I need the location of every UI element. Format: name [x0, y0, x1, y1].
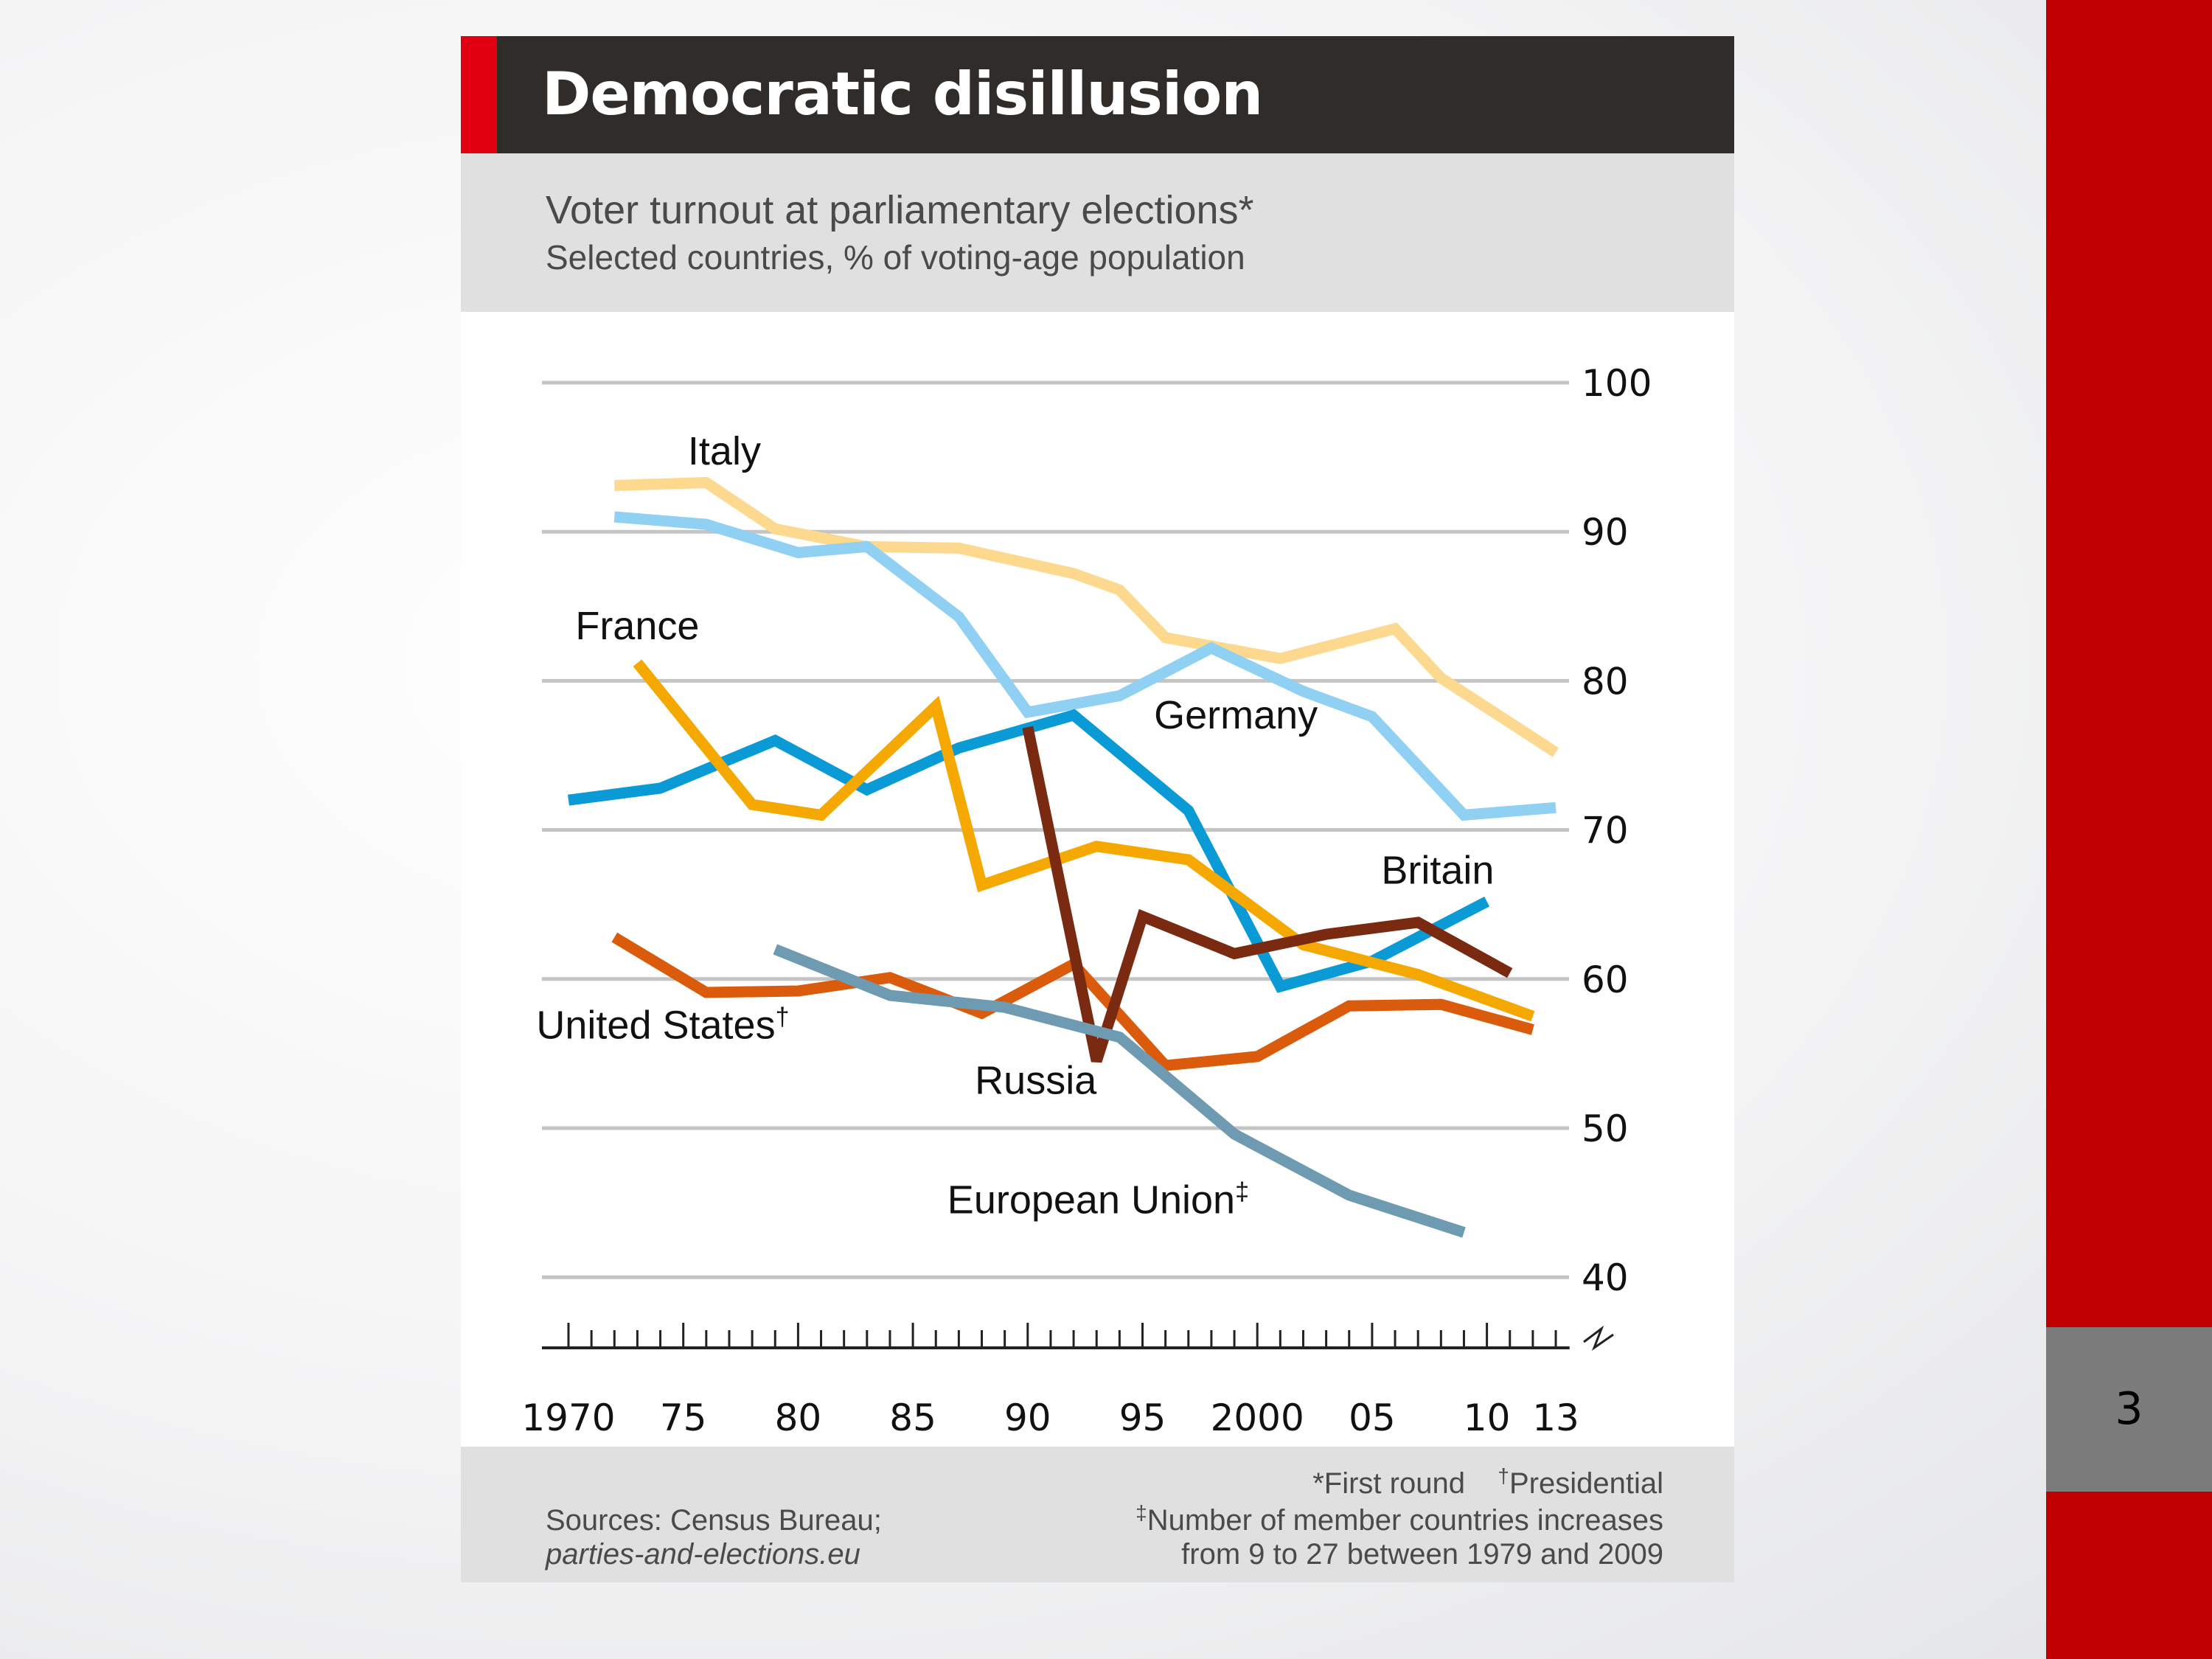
x-tick-label: 95: [1119, 1397, 1166, 1439]
series-line-italy: [614, 476, 1559, 757]
axis-break-icon: [1583, 1325, 1614, 1352]
series-label-france: France: [575, 604, 699, 648]
x-tick-label: 2000: [1211, 1397, 1304, 1439]
x-tick-label: 75: [660, 1397, 707, 1439]
x-tick-label: 05: [1349, 1397, 1396, 1439]
x-tick-label: 80: [775, 1397, 822, 1439]
x-tick-label: 10: [1464, 1397, 1511, 1439]
chart-card: Democratic disillusion Voter turnout at …: [461, 36, 1734, 1582]
series-line-european-union: [773, 944, 1466, 1238]
slide-number-box: 3: [2046, 1327, 2212, 1492]
footer-panel: Sources: Census Bureau; parties-and-elec…: [461, 1447, 1734, 1582]
footnote-eu: ‡Number of member countries increases: [1135, 1501, 1663, 1537]
series-line-france: [633, 659, 1535, 1022]
title-accent-stripe: [461, 36, 497, 153]
footnote-mark: †: [1498, 1464, 1509, 1487]
x-axis: 1970 75 80 85 90 95 2000 05 10 13: [521, 1323, 1614, 1439]
y-tick-label: 80: [1582, 660, 1629, 703]
footnote-eu-continued: from 9 to 27 between 1979 and 2009: [1181, 1538, 1663, 1571]
footnote-first-round: *First round †Presidential: [1312, 1464, 1663, 1500]
series-label-european-union: European Union‡: [947, 1178, 1249, 1222]
x-tick-label: 1970: [521, 1397, 615, 1439]
sources-link-text: parties-and-elections.eu: [546, 1538, 860, 1571]
series-label-germany: Germany: [1154, 693, 1318, 737]
subtitle-panel: Voter turnout at parliamentary elections…: [461, 153, 1734, 312]
line-chart: 100 90 80 70 60 50 40 1970 75 80 85 90 95 2000 05 10 13…: [521, 362, 1652, 1439]
series-line-germany: [613, 511, 1557, 821]
chart-units: Selected countries, % of voting-age popu…: [546, 238, 1245, 276]
chart-title: Democratic disillusion: [542, 60, 1263, 128]
sources-text: Sources: Census Bureau;: [546, 1504, 882, 1537]
slide-number: 3: [2115, 1383, 2143, 1435]
y-tick-label: 50: [1582, 1107, 1629, 1150]
footnote-text: First round: [1324, 1467, 1465, 1500]
footnote-text: Number of member countries increases: [1147, 1504, 1663, 1537]
x-tick-label: 85: [889, 1397, 936, 1439]
y-tick-label: 100: [1582, 362, 1652, 405]
series-label-united-states: United States†: [536, 1004, 789, 1048]
series-label-italy: Italy: [688, 429, 761, 473]
gridlines: 100 90 80 70 60 50 40: [542, 362, 1652, 1299]
x-tick-label: 90: [1004, 1397, 1051, 1439]
footnote-mark: *: [1312, 1467, 1324, 1500]
series-labels: Italy Germany Britain France United States† R…: [536, 429, 1494, 1222]
y-tick-label: 60: [1582, 959, 1629, 1001]
title-bar: Democratic disillusion: [461, 36, 1734, 153]
footnote-mark: ‡: [1235, 1178, 1249, 1206]
y-tick-label: 70: [1582, 810, 1629, 852]
series-line-russia: [1022, 726, 1513, 1063]
footnote-mark: †: [776, 1004, 790, 1032]
footnote-text: Presidential: [1509, 1467, 1663, 1500]
y-tick-label: 40: [1582, 1256, 1629, 1299]
y-tick-label: 90: [1582, 511, 1629, 554]
series-label-britain: Britain: [1381, 848, 1494, 892]
series-lines: [568, 476, 1559, 1238]
slide-sidebar: 3: [2046, 0, 2212, 1659]
chart-subtitle: Voter turnout at parliamentary elections…: [546, 188, 1254, 232]
series-label-russia: Russia: [975, 1058, 1097, 1102]
footnote-mark: ‡: [1135, 1501, 1147, 1524]
x-tick-label: 13: [1532, 1397, 1579, 1439]
